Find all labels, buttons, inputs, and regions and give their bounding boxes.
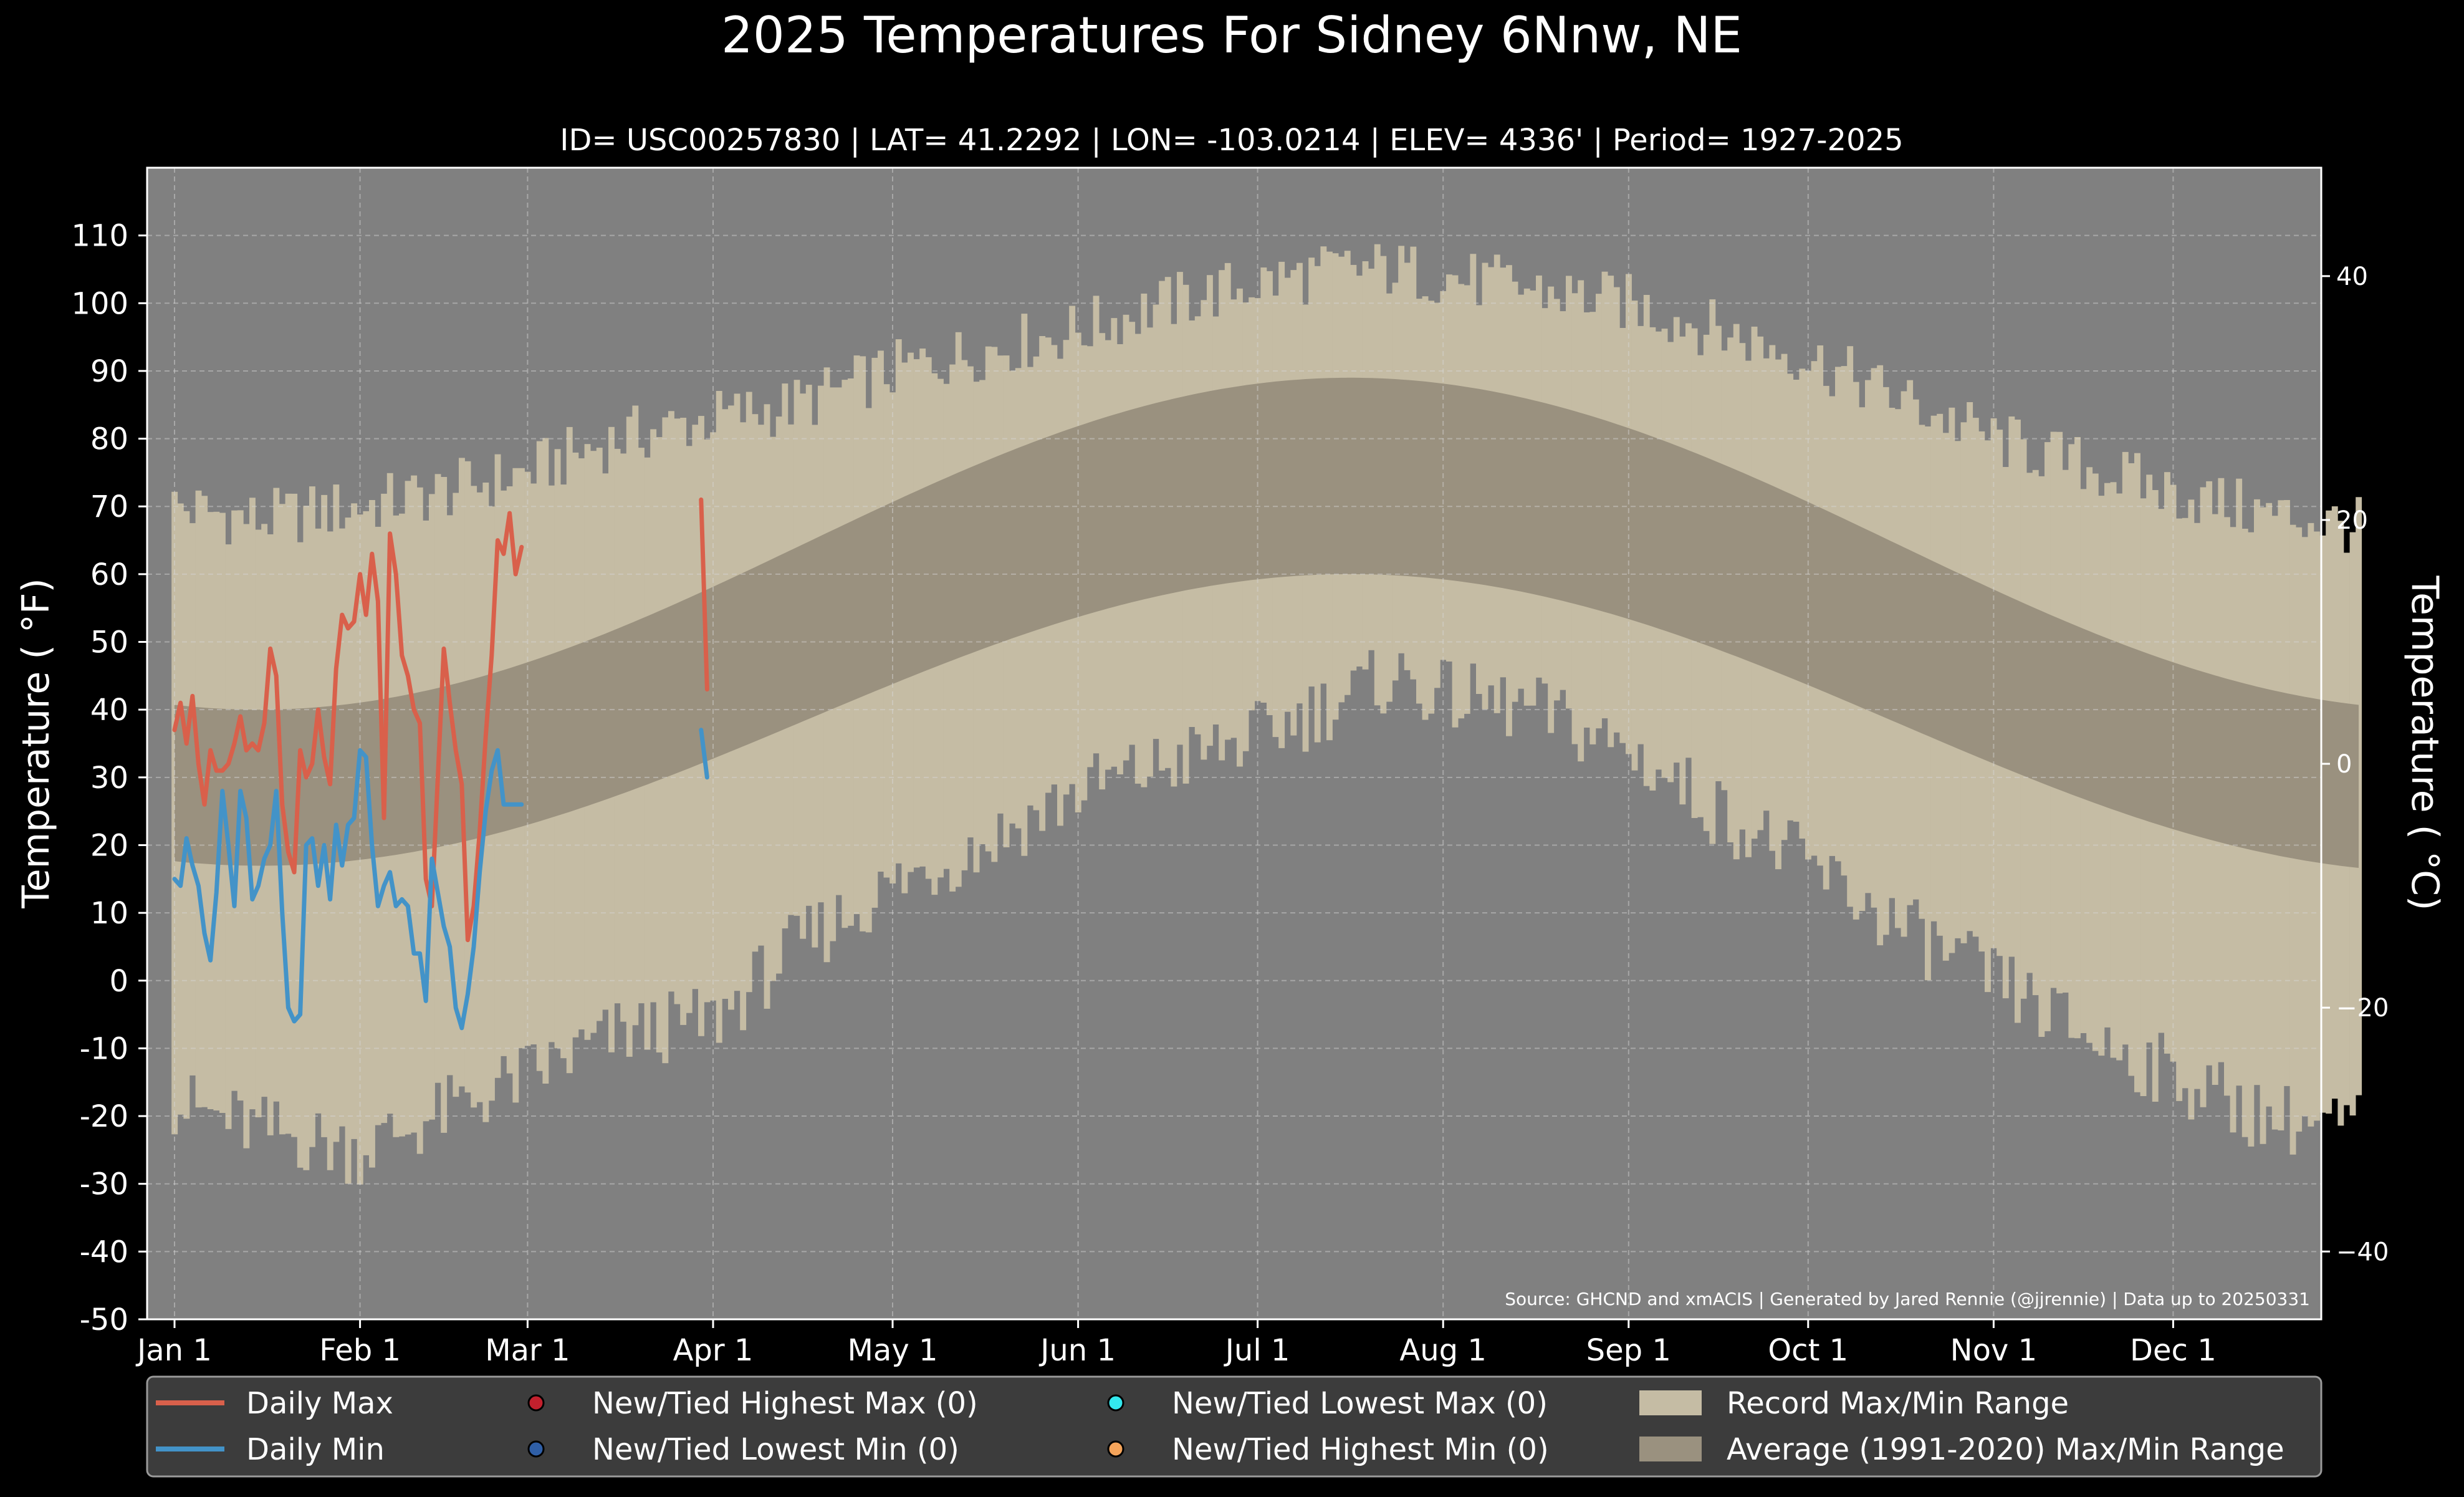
y-tick-label: 30: [90, 761, 128, 796]
legend-box: [146, 1375, 2323, 1478]
legend-dot-swatch: [527, 1394, 545, 1412]
legend-label: Record Max/Min Range: [1727, 1386, 2069, 1421]
daily-max-line: [699, 497, 709, 692]
x-tick-label: Nov 1: [1950, 1333, 2037, 1368]
y-tick-label-celsius: 20: [2336, 506, 2368, 535]
y-tick-label: 90: [90, 354, 128, 389]
legend-item: Daily Max: [156, 1386, 393, 1421]
y-tick-label: 40: [90, 693, 128, 728]
x-tick-label: Jul 1: [1224, 1333, 1290, 1368]
x-tick-label: Aug 1: [1399, 1333, 1487, 1368]
chart-subtitle: ID= USC00257830 | LAT= 41.2292 | LON= -1…: [560, 123, 1903, 158]
plot-area: Source: GHCND and xmACIS | Generated by …: [146, 166, 2362, 1321]
x-axis-months: Jan 1 Feb 1 Mar 1 Apr 1 May 1 Jun 1 Jul 1 Aug 1…: [135, 1319, 2217, 1368]
gridlines: [147, 168, 2321, 1319]
plot-frame: [146, 166, 2323, 1321]
y-tick-label-celsius: 0: [2336, 750, 2352, 779]
legend-label: New/Tied Highest Min (0): [1172, 1432, 1549, 1467]
x-tick-label: Oct 1: [1768, 1333, 1848, 1368]
x-tick-label: Jan 1: [135, 1333, 212, 1368]
daily-series: [172, 497, 709, 1031]
y-tick-label: 0: [109, 964, 128, 999]
y-tick-label: 60: [90, 557, 128, 592]
legend-patch-swatch: [1639, 1437, 1702, 1461]
legend-label: Daily Max: [246, 1386, 393, 1421]
y-tick-label-celsius: −40: [2336, 1238, 2389, 1266]
legend-dot-swatch: [527, 1440, 545, 1458]
legend-item: New/Tied Lowest Min (0): [527, 1432, 959, 1467]
legend-item: New/Tied Highest Max (0): [527, 1386, 978, 1421]
y-tick-label: -30: [80, 1167, 128, 1202]
x-tick-label: Apr 1: [673, 1333, 754, 1368]
x-tick-label: Sep 1: [1586, 1333, 1671, 1368]
record-bar: [2356, 497, 2362, 1095]
x-tick-label: Jun 1: [1038, 1333, 1116, 1368]
legend-patch-swatch: [1639, 1390, 1702, 1415]
y-tick-label: 10: [90, 896, 128, 931]
x-tick-label: Dec 1: [2130, 1333, 2217, 1368]
legend-label: New/Tied Highest Max (0): [592, 1386, 978, 1421]
source-note: Source: GHCND and xmACIS | Generated by …: [1505, 1289, 2310, 1309]
y-tick-label: 80: [90, 422, 128, 457]
legend-item: Average (1991-2020) Max/Min Range: [1639, 1432, 2284, 1467]
average-range-band: [175, 377, 2359, 868]
y-tick-label-celsius: −20: [2336, 994, 2389, 1023]
y-tick-label: 100: [71, 286, 128, 321]
x-tick-label: Feb 1: [319, 1333, 401, 1368]
y-tick-label-celsius: 40: [2336, 262, 2368, 291]
legend-item: New/Tied Highest Min (0): [1107, 1432, 1549, 1467]
y-axis-celsius: −40 −20 0 20 40: [2321, 262, 2389, 1266]
y-tick-label: 110: [71, 219, 128, 254]
y-tick-label: -50: [80, 1302, 128, 1337]
y-axis-label: Temperature ( °F): [14, 578, 58, 909]
y-axis-label-right: Temperature ( °C): [2403, 575, 2447, 911]
legend: Daily Max Daily Min New/Tied Highest Max (…: [146, 1375, 2323, 1478]
legend-item: New/Tied Lowest Max (0): [1107, 1386, 1548, 1421]
legend-label: Average (1991-2020) Max/Min Range: [1727, 1432, 2284, 1467]
legend-item: Record Max/Min Range: [1639, 1386, 2069, 1421]
y-tick-label: -40: [80, 1235, 128, 1269]
x-tick-label: May 1: [847, 1333, 937, 1368]
x-tick-label: Mar 1: [485, 1333, 570, 1368]
chart-title: 2025 Temperatures For Sidney 6Nnw, NE: [721, 6, 1742, 64]
legend-item: Daily Min: [156, 1432, 385, 1467]
y-axis-fahrenheit: -50 -40 -30 -20 -10 0 10 20 30 40 50 60 70 80 90 100 110: [71, 219, 147, 1337]
legend-dot-swatch: [1107, 1440, 1124, 1458]
y-tick-label: 70: [90, 489, 128, 524]
daily-min-line: [172, 748, 524, 1031]
y-tick-label: 50: [90, 625, 128, 660]
y-tick-label: -20: [80, 1099, 128, 1134]
y-tick-label: 20: [90, 828, 128, 863]
daily-min-line: [699, 728, 709, 780]
legend-label: New/Tied Lowest Max (0): [1172, 1386, 1548, 1421]
legend-label: New/Tied Lowest Min (0): [592, 1432, 959, 1467]
legend-dot-swatch: [1107, 1394, 1124, 1412]
y-tick-label: -10: [80, 1031, 128, 1066]
daily-max-line: [172, 511, 524, 943]
legend-label: Daily Min: [246, 1432, 385, 1467]
